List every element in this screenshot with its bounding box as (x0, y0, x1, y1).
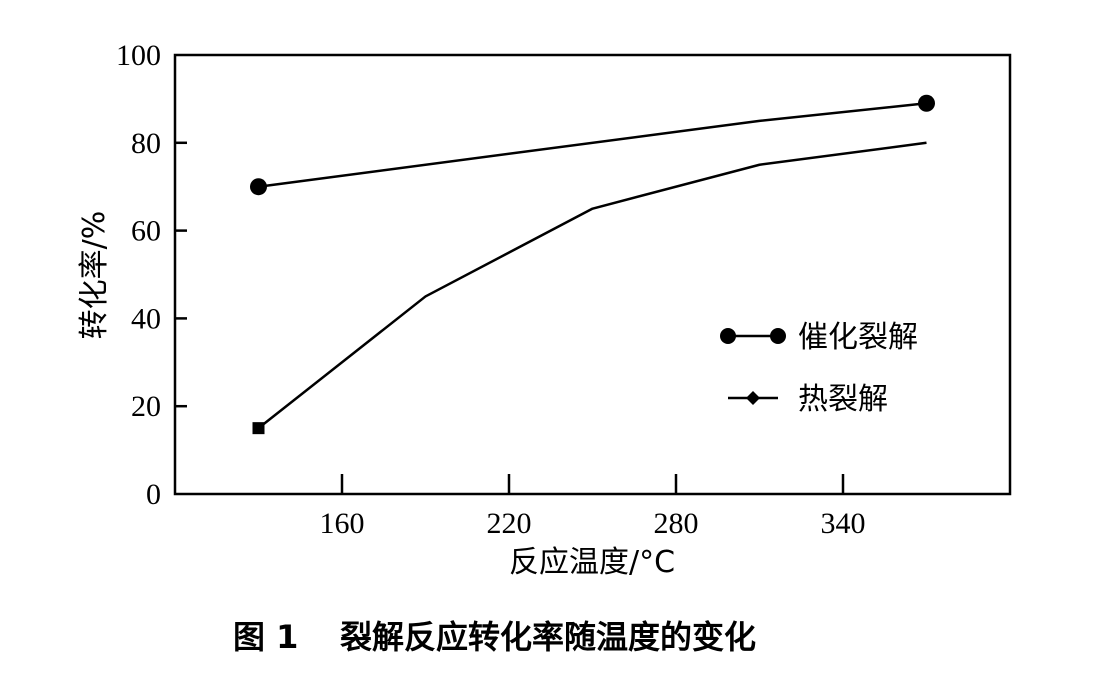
plot-frame (173, 53, 1012, 496)
x-axis: 160 220 280 340 (320, 474, 866, 540)
legend-marker-thermal (746, 391, 760, 405)
caption-text: 裂解反应转化率随温度的变化 (340, 618, 756, 656)
caption-number: 图 1 (233, 618, 298, 656)
legend: 催化裂解 热裂解 (720, 320, 918, 417)
x-tick-label: 280 (654, 507, 699, 540)
figure-caption: 图 1 裂解反应转化率随温度的变化 (233, 618, 756, 656)
data-point-catalytic (250, 178, 267, 196)
y-tick-label: 20 (131, 390, 161, 423)
y-tick-label: 0 (146, 478, 161, 511)
series-line-catalytic (258, 102, 927, 188)
data-point-catalytic (918, 94, 935, 112)
x-axis-title: 反应温度/°C (509, 545, 675, 580)
series-layer (250, 94, 935, 435)
y-tick-label: 40 (131, 302, 161, 335)
y-tick-label: 80 (131, 127, 161, 160)
x-tick-label: 340 (821, 507, 866, 540)
y-axis-title: 转化率/% (77, 211, 112, 340)
legend-label-thermal: 热裂解 (798, 382, 888, 417)
legend-label-catalytic: 催化裂解 (798, 320, 918, 355)
x-tick-label: 220 (487, 507, 532, 540)
legend-marker-catalytic (720, 328, 736, 344)
legend-item-thermal: 热裂解 (728, 382, 888, 417)
series-line-thermal (257, 141, 927, 430)
y-tick-label: 60 (131, 215, 161, 248)
legend-marker-catalytic-end (770, 328, 786, 344)
y-tick-label: 100 (116, 39, 161, 72)
data-point-thermal (252, 422, 265, 435)
y-axis: 0 20 40 60 80 100 (116, 39, 187, 511)
x-tick-label: 160 (320, 507, 365, 540)
legend-item-catalytic: 催化裂解 (720, 320, 918, 355)
